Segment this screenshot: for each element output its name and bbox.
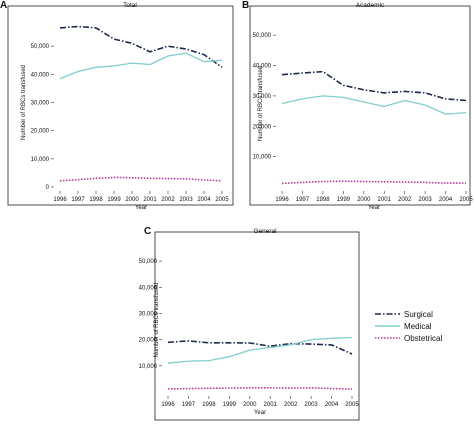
- y-tick-label: 30,000: [139, 311, 158, 317]
- panel-c: C General 10,000 20,000 30,000 40,000 50,000 19…: [139, 226, 360, 421]
- legend: Surgical Medical Obstetrical: [375, 310, 442, 343]
- y-tick-label: 30,000: [31, 101, 50, 107]
- x-tick-label: 2001: [378, 197, 392, 203]
- x-tick-label: 2005: [215, 197, 229, 203]
- series-line-obstetrical: [167, 386, 353, 390]
- x-tick-label: 2002: [161, 197, 175, 203]
- legend-label: Surgical: [404, 310, 433, 319]
- x-tick-label: 2005: [345, 402, 359, 408]
- series-line-surgical: [167, 340, 353, 355]
- x-axis-label: Year: [135, 205, 147, 211]
- panel-frame: [7, 5, 234, 206]
- x-tick-label: 1999: [107, 197, 121, 203]
- x-axis-label: Year: [254, 410, 266, 416]
- x-tick-label: 2001: [143, 197, 157, 203]
- y-tick-label: 50,000: [31, 44, 50, 50]
- y-tick-label: 10,000: [139, 364, 158, 370]
- x-tick-label: 1997: [296, 197, 310, 203]
- x-axis-label: Year: [368, 205, 380, 211]
- y-tick-label: 20,000: [139, 338, 158, 344]
- x-tick-label: 2003: [304, 402, 318, 408]
- x-tick-label: 2004: [197, 197, 211, 203]
- series-line-obstetrical: [281, 180, 466, 185]
- x-tick-label: 2000: [243, 402, 257, 408]
- panel-letter: C: [144, 226, 151, 237]
- y-tick-label: 50,000: [253, 33, 272, 39]
- series-line-surgical: [281, 70, 467, 102]
- y-axis-label: Number of RBCs transfused: [258, 66, 264, 141]
- panel-title: General: [253, 228, 277, 235]
- series-line-obstetrical: [59, 176, 223, 182]
- panel-letter: A: [0, 0, 7, 11]
- x-tick-label: 1998: [202, 402, 216, 408]
- series-line-medical: [167, 336, 353, 364]
- y-tick-label: 40,000: [253, 64, 272, 70]
- x-tick-label: 2000: [125, 197, 139, 203]
- panel-b: B Academic 10,000 20,000 30,000 40,000 50,000 1…: [242, 0, 473, 211]
- y-tick-label: 40,000: [139, 285, 158, 291]
- x-tick-label: 1997: [71, 197, 85, 203]
- legend-label: Medical: [404, 322, 432, 331]
- x-tick-label: 1996: [161, 402, 175, 408]
- x-tick-label: 1997: [182, 402, 196, 408]
- series-line-surgical: [59, 25, 223, 68]
- x-tick-label: 1998: [89, 197, 103, 203]
- x-tick-label: 2001: [264, 402, 278, 408]
- x-tick-label: 2005: [459, 197, 473, 203]
- series-line-medical: [281, 95, 467, 115]
- x-tick-label: 2000: [357, 197, 371, 203]
- panel-frame: [154, 231, 360, 421]
- y-tick-label: 0: [46, 185, 50, 191]
- series-line-medical: [59, 52, 223, 80]
- x-tick-label: 1996: [275, 197, 289, 203]
- panel-frame: [249, 5, 471, 206]
- y-axis-label: Number of RBCs transfused: [154, 282, 160, 357]
- panel-title: Academic: [356, 2, 385, 9]
- y-tick-label: 10,000: [31, 157, 50, 163]
- legend-label: Obstetrical: [404, 334, 442, 343]
- x-tick-label: 1999: [337, 197, 351, 203]
- x-tick-label: 1996: [53, 197, 67, 203]
- panel-a: A Total 0 10,000 20,000 30,000 40,000 50,000 199…: [0, 0, 234, 211]
- x-tick-label: 2002: [284, 402, 298, 408]
- x-tick-label: 2002: [398, 197, 412, 203]
- y-tick-label: 20,000: [31, 129, 50, 135]
- y-tick-label: 20,000: [253, 124, 272, 130]
- y-tick-label: 50,000: [139, 259, 158, 265]
- panel-letter: B: [242, 0, 249, 11]
- x-tick-label: 2003: [179, 197, 193, 203]
- y-tick-label: 40,000: [31, 72, 50, 78]
- y-tick-label: 10,000: [253, 155, 272, 161]
- x-tick-label: 1998: [316, 197, 330, 203]
- panel-title: Total: [123, 2, 137, 9]
- x-tick-label: 2003: [418, 197, 432, 203]
- x-tick-label: 2004: [439, 197, 453, 203]
- y-tick-label: 30,000: [253, 94, 272, 100]
- x-tick-label: 2004: [325, 402, 339, 408]
- y-axis-label: Number of RBCs transfused: [21, 65, 27, 140]
- x-tick-label: 1999: [223, 402, 237, 408]
